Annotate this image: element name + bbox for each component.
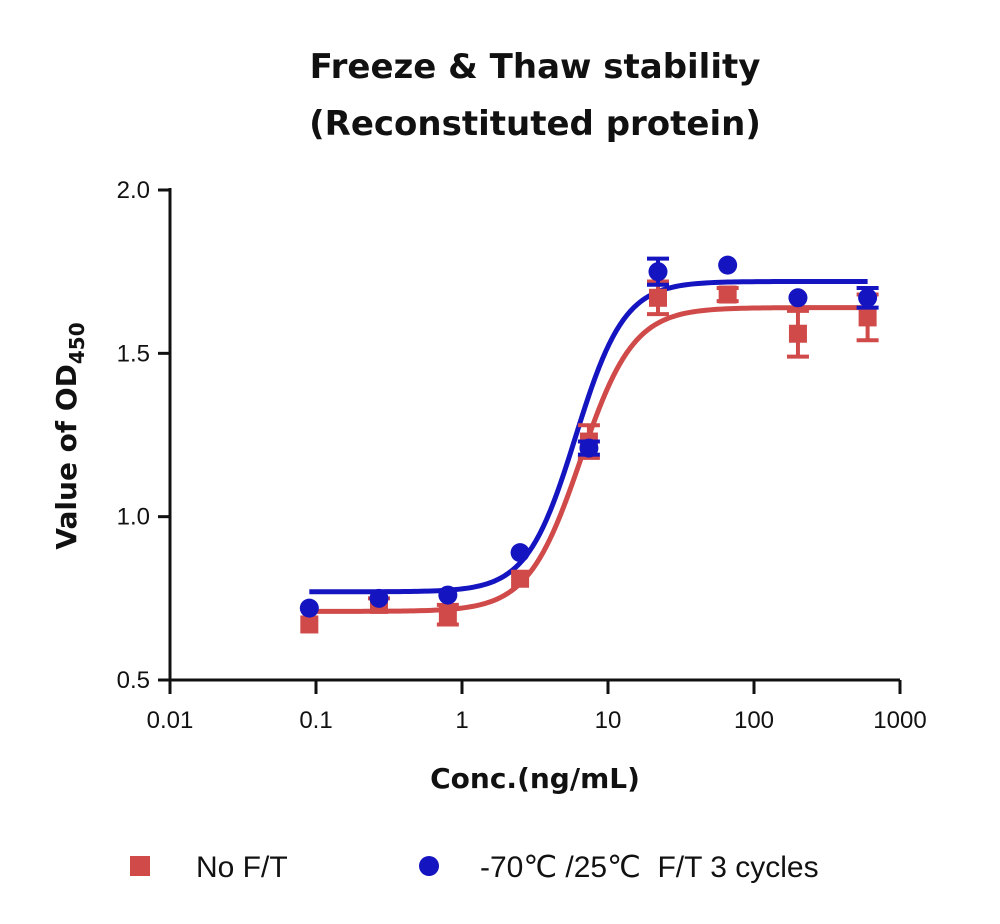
data-marks (299, 255, 879, 634)
y-tick-label: 2.0 (117, 177, 150, 204)
y-axis-label-main: Value of OD (50, 364, 83, 550)
data-point-square (438, 605, 457, 624)
y-tick-label: 1.5 (117, 340, 150, 367)
data-point-circle (369, 588, 389, 608)
y-tick-label: 1.0 (117, 504, 150, 531)
x-tick-label: 0.1 (299, 707, 332, 734)
chart-title-line-2: (Reconstituted protein) (309, 104, 761, 144)
chart-title-line-1: Freeze & Thaw stability (310, 47, 761, 87)
x-tick-label: 1000 (873, 707, 926, 734)
y-axis-label-subscript: 450 (65, 322, 89, 364)
axes: 0.5 1.0 1.5 2.0 0.01 0.1 1 10 100 1000 (117, 177, 927, 734)
y-axis-label: Value of OD450 (50, 322, 89, 549)
data-point-square (511, 569, 530, 588)
data-point-circle (299, 598, 319, 618)
data-point-circle (648, 262, 668, 282)
legend-label-ft-3-cycles: -70℃ /25℃ F/T 3 cycles (480, 851, 819, 884)
data-point-square (718, 285, 737, 304)
data-point-circle (438, 585, 458, 605)
legend: No F/T -70℃ /25℃ F/T 3 cycles (130, 851, 819, 884)
y-tick-label: 0.5 (117, 667, 150, 694)
data-point-square (858, 308, 877, 327)
data-point-circle (788, 288, 808, 308)
data-point-square (300, 615, 319, 634)
fit-curve (309, 278, 868, 595)
legend-marker-no-ft (130, 856, 150, 876)
data-point-circle (510, 543, 530, 563)
x-tick-label: 0.01 (147, 707, 194, 734)
x-tick-label: 10 (595, 707, 622, 734)
x-axis-label: Conc.(ng/mL) (430, 762, 640, 795)
data-point-circle (858, 288, 878, 308)
data-point-square (788, 324, 807, 343)
legend-marker-ft-3-cycles (419, 856, 439, 876)
x-tick-label: 100 (734, 707, 774, 734)
x-tick-label: 1 (455, 707, 468, 734)
data-point-circle (718, 255, 738, 275)
data-point-square (648, 288, 667, 307)
legend-label-no-ft: No F/T (196, 851, 288, 884)
data-point-circle (579, 438, 599, 458)
